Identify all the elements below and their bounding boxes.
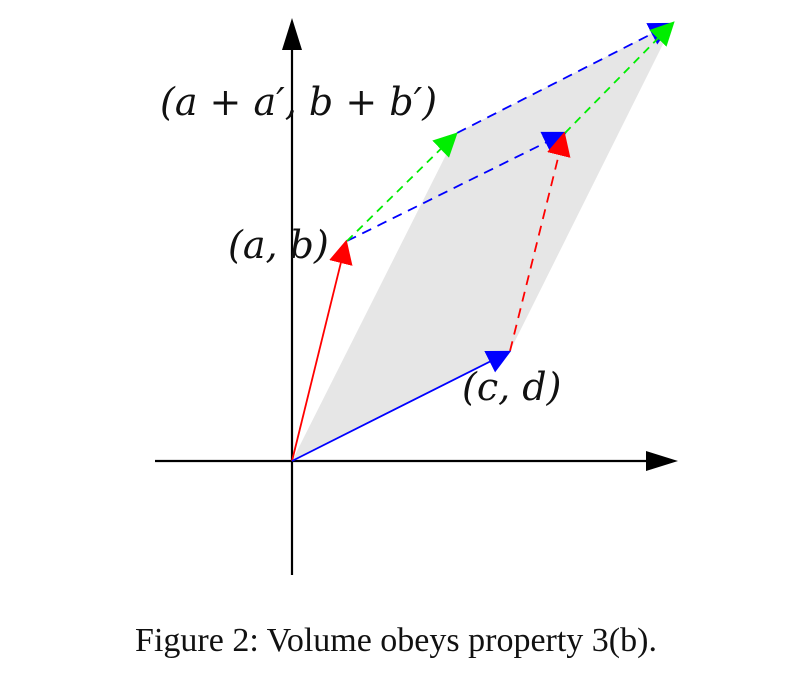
green-dashed-vector-left (346, 132, 458, 242)
figure-caption: Figure 2: Volume obeys property 3(b). (135, 622, 657, 659)
x-axis-arrowhead (646, 451, 678, 471)
green-dashed-vector-right (564, 21, 675, 134)
label-point-cd: (c, d) (462, 365, 561, 409)
blue-dashed-vector-lower (346, 131, 568, 242)
red-dashed-vector (509, 131, 571, 352)
y-axis-arrowhead (282, 18, 302, 50)
blue-dashed-vector-upper (456, 22, 674, 134)
red-vector-a-b (291, 239, 353, 462)
shaded-region (292, 22, 674, 461)
label-sum-point: (a + a′, b + b′) (160, 80, 437, 124)
blue-vector-c-d (291, 350, 512, 462)
label-point-ab: (a, b) (228, 223, 329, 267)
